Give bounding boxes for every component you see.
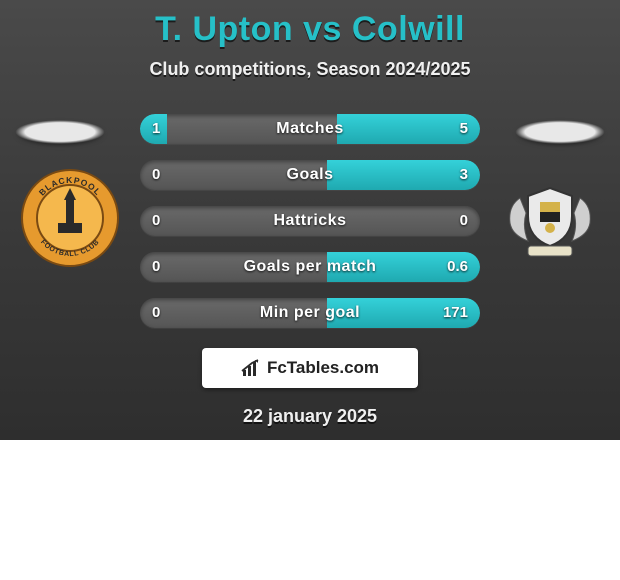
vs-text: vs — [303, 10, 342, 48]
subtitle: Club competitions, Season 2024/2025 — [0, 59, 620, 80]
comparison-body: BLACKPOOL FOOTBALL CLUB 15Matches0 — [0, 100, 620, 340]
svg-text:FOOTBALL CLUB: FOOTBALL CLUB — [39, 239, 101, 258]
player2-name: Colwill — [352, 10, 465, 48]
brand-badge[interactable]: FcTables.com — [202, 348, 418, 388]
brand-suffix: Tables.com — [287, 358, 379, 377]
stat-row: 00Hattricks — [140, 206, 480, 236]
stat-label: Goals — [140, 160, 480, 190]
chart-icon — [241, 358, 263, 378]
logo-shadow-left — [15, 120, 105, 144]
stat-row: 03Goals — [140, 160, 480, 190]
logo-shadow-right — [515, 120, 605, 144]
stat-rows: 15Matches 03Goals 00Hattricks 00.6Goals per… — [140, 114, 480, 344]
club-logo-left: BLACKPOOL FOOTBALL CLUB — [20, 168, 120, 268]
brand-prefix: Fc — [267, 358, 287, 377]
page-title: T. Upton vs Colwill — [0, 0, 620, 49]
stat-label: Matches — [140, 114, 480, 144]
comparison-card: T. Upton vs Colwill Club competitions, S… — [0, 0, 620, 440]
stat-row: 15Matches — [140, 114, 480, 144]
svg-text:BLACKPOOL: BLACKPOOL — [37, 175, 104, 198]
stat-label: Min per goal — [140, 298, 480, 328]
stat-label: Goals per match — [140, 252, 480, 282]
brand-text: FcTables.com — [267, 358, 379, 378]
club-logo-right — [500, 168, 600, 268]
stat-row: 0171Min per goal — [140, 298, 480, 328]
player1-name: T. Upton — [155, 10, 293, 48]
stat-label: Hattricks — [140, 206, 480, 236]
stat-row: 00.6Goals per match — [140, 252, 480, 282]
date-text: 22 january 2025 — [0, 406, 620, 427]
